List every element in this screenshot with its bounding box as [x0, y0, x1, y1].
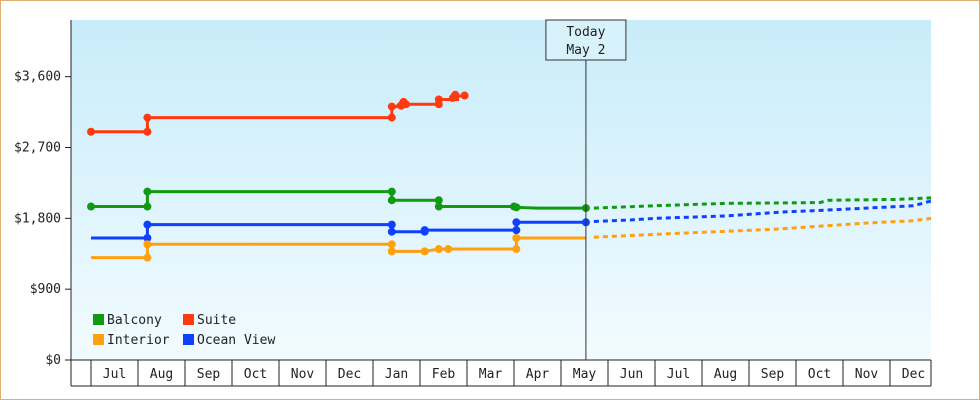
legend-label: Balcony: [107, 313, 162, 328]
x-tick-label: Dec: [338, 367, 361, 382]
data-point[interactable]: [143, 187, 152, 196]
today-date: May 2: [566, 43, 605, 58]
data-point[interactable]: [143, 220, 152, 229]
x-tick-label: Jan: [385, 367, 408, 382]
data-point[interactable]: [87, 127, 95, 136]
x-tick-label: Apr: [526, 367, 550, 382]
data-point[interactable]: [512, 203, 521, 212]
x-tick-label: Mar: [479, 367, 503, 382]
data-point[interactable]: [512, 234, 521, 243]
data-point[interactable]: [387, 227, 396, 236]
data-point[interactable]: [401, 100, 410, 109]
data-point[interactable]: [434, 95, 443, 104]
data-point[interactable]: [143, 234, 152, 243]
data-point[interactable]: [420, 247, 429, 256]
legend-swatch: [93, 314, 104, 325]
y-tick-label: $0: [45, 353, 61, 368]
series-projection: [593, 216, 932, 239]
data-point[interactable]: [387, 196, 396, 205]
x-tick-label: Oct: [808, 367, 831, 382]
x-tick-label: Sep: [197, 367, 221, 382]
y-tick-label: $900: [30, 282, 61, 297]
data-point[interactable]: [87, 202, 95, 211]
data-point[interactable]: [387, 113, 396, 122]
x-tick-label: Dec: [902, 367, 925, 382]
x-tick-label: Aug: [714, 367, 737, 382]
x-tick-label: May: [573, 367, 597, 382]
data-point[interactable]: [143, 240, 152, 249]
data-point[interactable]: [143, 253, 152, 262]
data-point[interactable]: [143, 113, 152, 122]
legend: Balcony Suite Interior Ocean View: [93, 313, 275, 348]
x-tick-label: Aug: [150, 367, 173, 382]
x-tick-label: Feb: [432, 367, 456, 382]
legend-swatch: [183, 334, 194, 345]
y-tick-label: $1,800: [14, 211, 61, 226]
today-box: [545, 19, 627, 61]
data-point[interactable]: [143, 202, 152, 211]
legend-label: Suite: [197, 313, 236, 328]
x-tick-label: Jun: [620, 367, 643, 382]
legend-swatch: [183, 314, 194, 325]
data-point[interactable]: [460, 91, 469, 100]
data-point[interactable]: [451, 90, 460, 99]
plot-area: [71, 20, 931, 360]
x-tick-label: Nov: [855, 367, 879, 382]
data-point[interactable]: [444, 245, 453, 254]
data-point[interactable]: [434, 202, 443, 211]
data-point[interactable]: [512, 218, 521, 227]
data-point[interactable]: [387, 187, 396, 196]
x-tick-label: Nov: [291, 367, 315, 382]
x-tick-label: Sep: [761, 367, 785, 382]
x-tick-label: Oct: [244, 367, 267, 382]
legend-swatch: [93, 334, 104, 345]
today-marker: Today May 2: [545, 19, 627, 360]
data-point[interactable]: [387, 247, 396, 256]
data-point[interactable]: [420, 226, 429, 235]
axes: $0 $900 $1,800 $2,700 $3,600 Jul Aug Sep Oct Nov D…: [14, 20, 932, 387]
data-point[interactable]: [512, 245, 521, 254]
x-tick-label: Jul: [103, 367, 126, 382]
data-point[interactable]: [434, 196, 443, 205]
series-projection: [593, 199, 932, 223]
data-point[interactable]: [387, 240, 396, 249]
data-point[interactable]: [434, 245, 443, 254]
x-tick-label: Jul: [667, 367, 690, 382]
series-projection: [593, 196, 932, 210]
y-tick-label: $3,600: [14, 70, 61, 85]
data-point[interactable]: [512, 226, 521, 235]
series-markers: [87, 90, 590, 262]
legend-label: Ocean View: [197, 333, 275, 348]
today-title: Today: [566, 25, 605, 40]
data-point[interactable]: [143, 127, 152, 136]
legend-label: Interior: [107, 333, 170, 348]
data-point[interactable]: [387, 220, 396, 229]
y-tick-label: $2,700: [14, 141, 61, 156]
data-point[interactable]: [387, 102, 396, 111]
